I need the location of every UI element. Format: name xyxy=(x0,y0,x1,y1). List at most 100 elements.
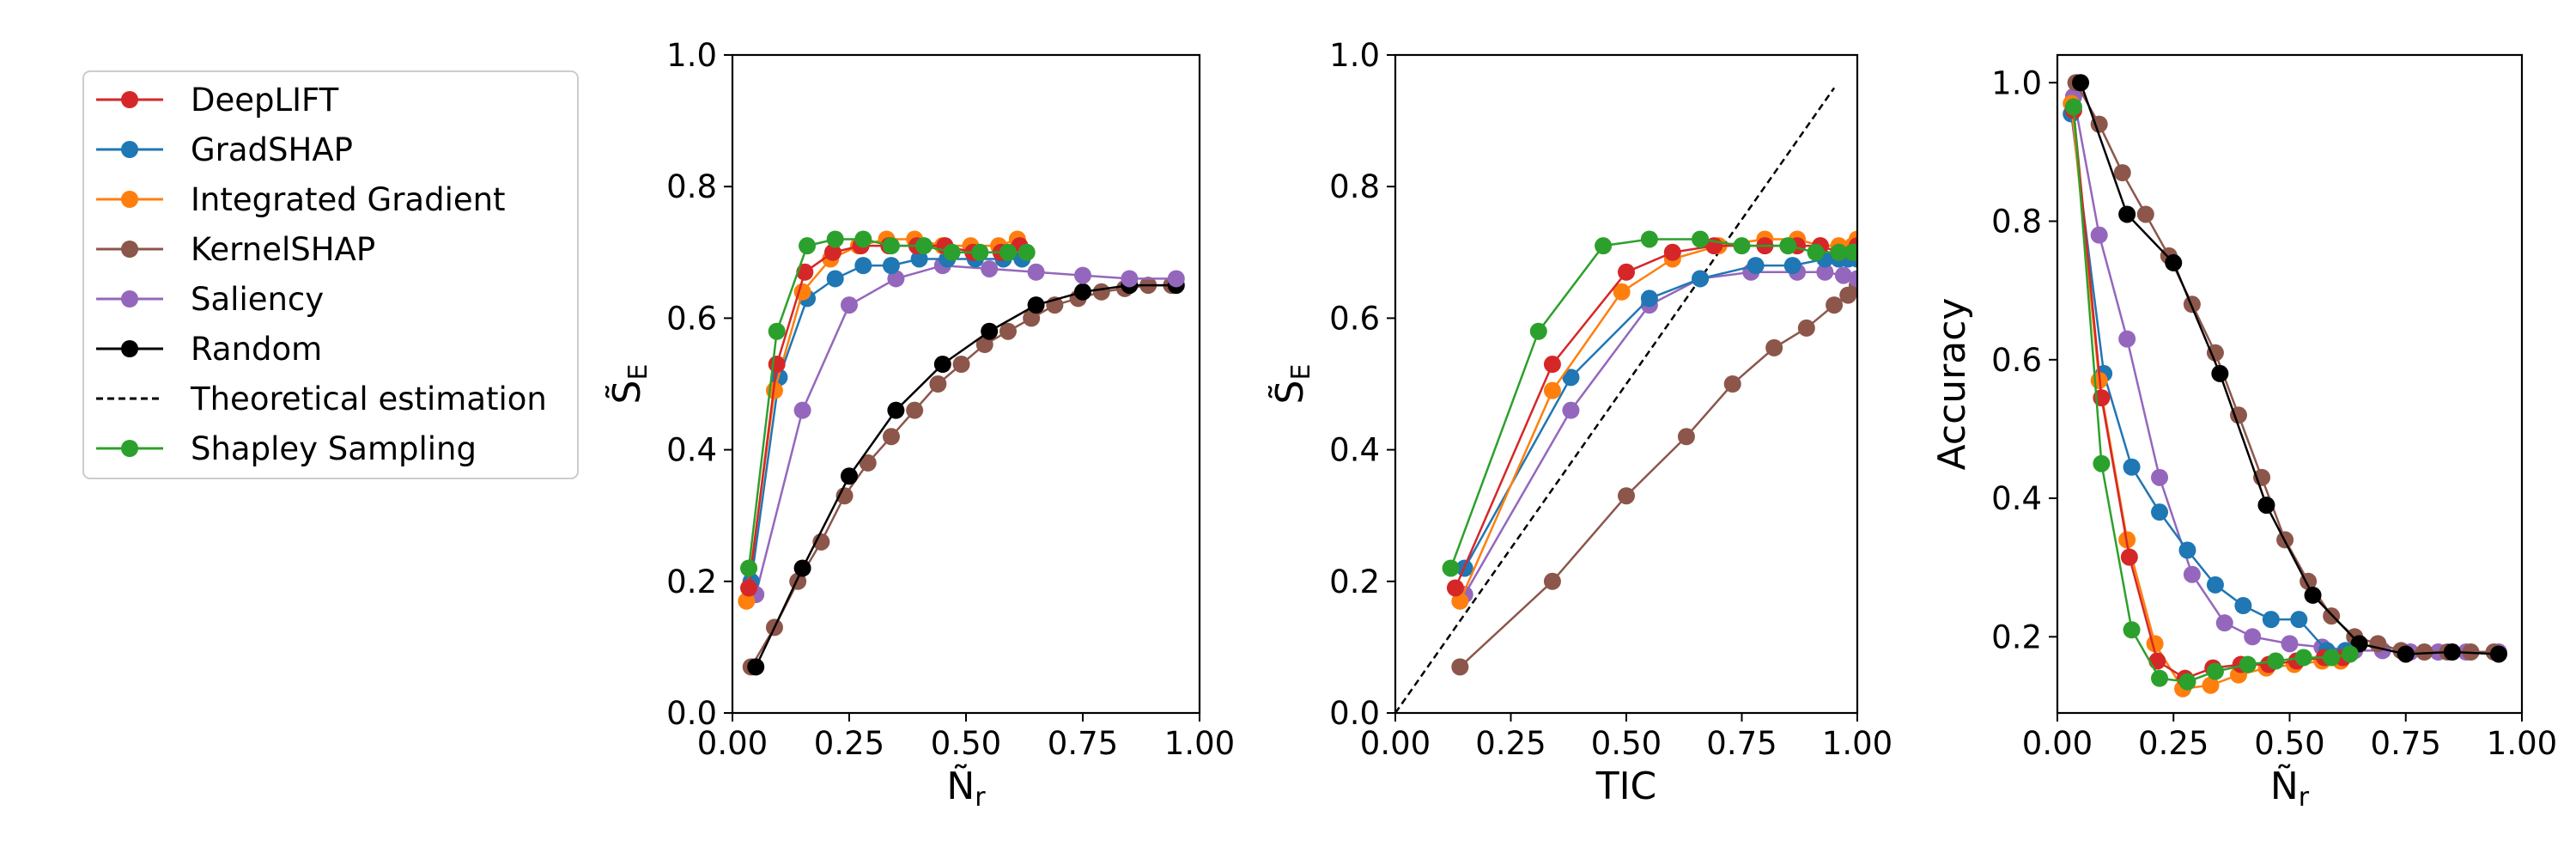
left-point-saliency-7 xyxy=(1074,266,1091,284)
left-point-gradshap-4 xyxy=(854,257,872,275)
right-point-shapley-7 xyxy=(2267,652,2285,670)
right-point-saliency-3 xyxy=(2151,468,2169,486)
left-point-deeplift-1 xyxy=(768,356,786,374)
legend-marker-saliency xyxy=(121,290,138,308)
panel-right: 0.00 0.25 0.50 0.75 1.00 0.2 0.4 0.6 0.8 1.0 Ñr Acc… xyxy=(1930,53,2557,813)
right-point-deeplift-2 xyxy=(2120,548,2138,566)
legend-marker-kernelshap xyxy=(121,241,138,258)
middle-ytick-label-3: 0.6 xyxy=(1329,300,1380,337)
left-point-saliency-8 xyxy=(1121,270,1139,288)
middle-ytick-label-1: 0.2 xyxy=(1329,564,1380,600)
right-point-shapley-1 xyxy=(2093,454,2111,472)
right-point-kernelshap-15 xyxy=(2415,643,2433,661)
right-point-shapley-10 xyxy=(2341,645,2359,663)
left-point-random-4 xyxy=(933,356,951,374)
right-point-kernelshap-3 xyxy=(2136,205,2154,223)
left-xtick-label-4: 1.00 xyxy=(1164,725,1235,762)
middle-series-gradshap xyxy=(1463,258,1857,570)
right-xlabel-sub: r xyxy=(2299,783,2310,813)
left-point-gradshap-6 xyxy=(910,250,928,268)
middle-ylabel: S̃E xyxy=(1267,364,1316,405)
middle-point-saliency-6 xyxy=(1816,263,1834,281)
left-point-saliency-2 xyxy=(841,296,858,314)
legend-item-shapley: Shapley Sampling xyxy=(96,430,477,467)
middle-xtick-label-2: 0.50 xyxy=(1591,725,1662,762)
right-series-saliency xyxy=(2072,96,2499,654)
legend-marker-shapley xyxy=(121,440,138,457)
legend-label-saliency: Saliency xyxy=(191,281,324,318)
legend-marker-deeplift xyxy=(121,91,138,108)
middle-series-ig xyxy=(1459,238,1857,602)
left-point-saliency-6 xyxy=(1027,263,1045,281)
right-point-shapley-8 xyxy=(2294,649,2312,667)
middle-point-deeplift-2 xyxy=(1618,263,1635,281)
left-point-deeplift-0 xyxy=(740,579,758,597)
left-series-gradshap xyxy=(750,258,1023,582)
right-ylabel-base: Accuracy xyxy=(1930,298,1974,471)
left-point-random-0 xyxy=(747,658,765,676)
middle-xtick-label-4: 1.00 xyxy=(1822,725,1893,762)
middle-point-kernelshap-4 xyxy=(1723,375,1741,393)
right-xtick-label-3: 0.75 xyxy=(2371,725,2441,762)
right-plot-area xyxy=(2063,74,2507,698)
left-point-shapley-4 xyxy=(854,230,872,248)
left-point-shapley-5 xyxy=(882,237,900,255)
right-xtick-label-0: 0.00 xyxy=(2022,725,2093,762)
middle-point-shapley-3 xyxy=(1640,230,1658,248)
left-point-shapley-3 xyxy=(826,230,844,248)
right-point-gradshap-6 xyxy=(2234,597,2252,615)
right-point-random-5 xyxy=(2304,586,2322,604)
right-xtick-label-2: 0.50 xyxy=(2254,725,2324,762)
middle-xtick-label-1: 0.25 xyxy=(1475,725,1546,762)
left-xtick-label-2: 0.50 xyxy=(931,725,1001,762)
left-point-shapley-0 xyxy=(740,559,758,577)
middle-series-theory xyxy=(1395,87,1836,713)
right-point-gradshap-4 xyxy=(2178,541,2196,559)
legend-frame xyxy=(82,70,579,479)
middle-point-ig-1 xyxy=(1543,381,1561,399)
right-series-gradshap xyxy=(2069,113,2346,652)
right-xlabel-base: Ñ xyxy=(2270,764,2299,808)
left-point-saliency-9 xyxy=(1167,270,1185,288)
middle-point-ig-2 xyxy=(1613,283,1631,301)
left-point-random-1 xyxy=(793,559,811,577)
right-point-shapley-9 xyxy=(2323,649,2341,667)
legend-label-random: Random xyxy=(191,331,322,368)
right-ytick-label-3: 0.8 xyxy=(1991,204,2042,241)
left-series-ig xyxy=(745,238,1018,601)
left-xlabel: Ñr xyxy=(946,764,986,813)
right-xlabel: Ñr xyxy=(2270,764,2310,813)
middle-point-shapley-5 xyxy=(1733,237,1751,255)
left-xtick-label-3: 0.75 xyxy=(1048,725,1118,762)
left-xlabel-base: Ñ xyxy=(946,764,975,808)
middle-point-kernelshap-5 xyxy=(1765,338,1783,356)
legend: DeepLIFT GradSHAP Integrated Gradient Kerne… xyxy=(82,70,579,479)
left-ylabel: S̃E xyxy=(604,364,653,405)
left-point-saliency-1 xyxy=(793,401,811,419)
right-series-deeplift xyxy=(2072,110,2343,680)
left-series-shapley xyxy=(747,238,1027,569)
middle-point-gradshap-2 xyxy=(1640,289,1658,308)
panel-middle: 0.00 0.25 0.50 0.75 1.00 0.0 0.2 0.4 0.6 0.8 1.0 TI… xyxy=(1267,37,1893,808)
left-point-kernelshap-10 xyxy=(975,336,993,354)
right-xtick-label-1: 0.25 xyxy=(2138,725,2208,762)
legend-item-ig: Integrated Gradient xyxy=(96,181,506,218)
middle-xtick-label-0: 0.00 xyxy=(1360,725,1431,762)
left-ytick-label-2: 0.4 xyxy=(666,432,717,469)
right-xtick-label-4: 1.00 xyxy=(2487,725,2557,762)
legend-label-theory: Theoretical estimation xyxy=(190,381,547,417)
legend-marker-random xyxy=(121,340,138,357)
left-point-kernelshap-9 xyxy=(952,356,970,374)
right-point-random-0 xyxy=(2072,74,2090,92)
right-ytick-label-2: 0.6 xyxy=(1991,342,2042,379)
right-point-gradshap-5 xyxy=(2206,576,2224,594)
left-point-random-5 xyxy=(981,322,999,340)
left-point-kernelshap-12 xyxy=(1023,309,1041,327)
left-point-kernelshap-15 xyxy=(1092,283,1110,301)
left-plot-area xyxy=(738,230,1185,676)
left-point-kernelshap-8 xyxy=(929,375,947,393)
right-point-saliency-5 xyxy=(2215,614,2233,632)
left-ylabel-sub: E xyxy=(623,364,653,381)
middle-series-shapley xyxy=(1449,238,1857,569)
right-series-random xyxy=(2079,82,2499,655)
